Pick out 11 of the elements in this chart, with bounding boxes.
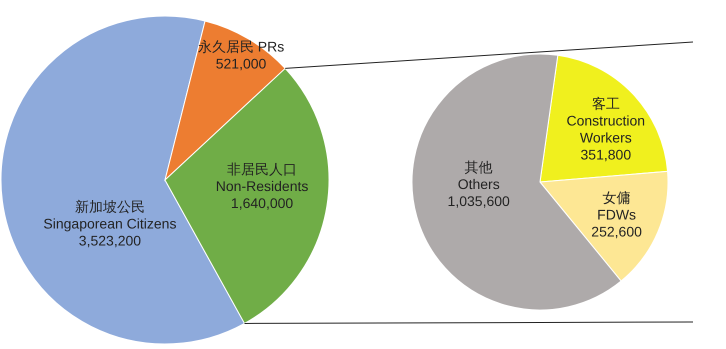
data-label: 351,800 — [580, 146, 632, 163]
data-label: 252,600 — [591, 223, 642, 240]
data-label: 1,640,000 — [230, 195, 294, 212]
data-label: 3,523,200 — [78, 232, 142, 248]
slice-label: 新加坡公民 Singaporean Citizens — [43, 198, 176, 232]
data-label: 1,035,600 — [448, 192, 510, 209]
slice-label: 其他 Others — [458, 158, 500, 192]
slice-label: 非居民人口 Non-Residents — [216, 161, 308, 194]
slice-label: 客工 Construction Workers — [566, 96, 646, 146]
data-label: 521,000 — [216, 56, 267, 72]
slice-label: 女傭 FDWs — [597, 189, 636, 222]
